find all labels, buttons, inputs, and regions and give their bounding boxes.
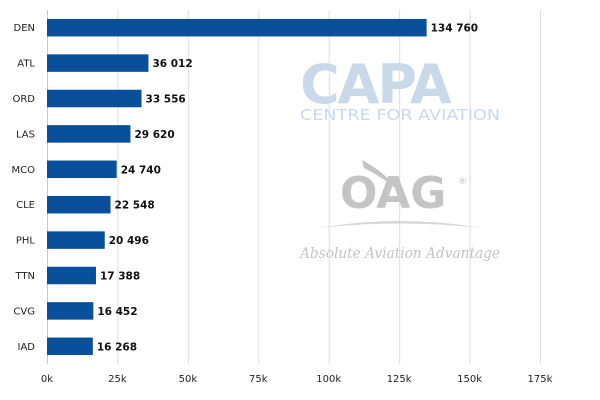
bar-series — [47, 18, 427, 356]
bar — [47, 18, 427, 37]
capa-subtitle-text: CENTRE FOR AVIATION — [300, 106, 500, 124]
bar — [47, 337, 93, 356]
bar — [47, 302, 94, 320]
x-tick-label: 125k — [387, 374, 412, 385]
x-axis: 0k 25k 50k 75k 100k 125k 150k 175k — [41, 374, 553, 385]
capa-watermark: CAPA CENTRE FOR AVIATION — [300, 53, 500, 124]
oag-tagline-text: Absolute Aviation Advantage — [298, 244, 500, 262]
bar — [47, 266, 96, 285]
category-label: MCO — [12, 165, 36, 176]
oag-divider-icon — [318, 221, 482, 228]
bar — [47, 160, 117, 179]
bar-value-label: 20 496 — [109, 235, 149, 247]
category-label: PHL — [16, 236, 36, 247]
x-tick-label: 0k — [41, 374, 53, 385]
x-tick-label: 150k — [457, 374, 482, 385]
category-label: CVG — [13, 306, 35, 317]
bar-value-label: 24 740 — [121, 164, 161, 176]
category-label: ATL — [17, 59, 35, 70]
x-tick-label: 75k — [249, 374, 268, 385]
category-label: LAS — [16, 129, 35, 140]
category-label: TTN — [14, 271, 35, 282]
oag-logo-text: OAG — [340, 168, 446, 219]
category-label: ORD — [12, 94, 35, 105]
category-label: DEN — [14, 23, 36, 34]
x-tick-label: 50k — [179, 374, 198, 385]
x-tick-label: 100k — [316, 374, 341, 385]
bar — [47, 89, 142, 108]
category-labels: DEN ATL ORD LAS MCO CLE PHL TTN CVG IAD — [12, 23, 36, 353]
category-label: IAD — [18, 342, 36, 353]
bar-value-label: 29 620 — [134, 129, 174, 141]
x-tick-label: 25k — [108, 374, 127, 385]
category-label: CLE — [16, 200, 35, 211]
bar-value-label: 134 760 — [431, 23, 479, 35]
capa-logo-text: CAPA — [300, 53, 452, 116]
bar-value-label: 17 388 — [100, 271, 140, 283]
bar-value-label: 16 452 — [97, 306, 137, 318]
bar-value-label: 16 268 — [97, 341, 137, 353]
data-labels: 134 760 36 012 33 556 29 620 24 740 22 548 20 … — [97, 23, 478, 354]
bar — [47, 125, 131, 143]
x-tick-label: 175k — [528, 374, 553, 385]
bar — [47, 54, 149, 72]
oag-registered-mark: ® — [458, 177, 467, 187]
bar — [47, 231, 105, 249]
bar — [47, 195, 111, 214]
oag-watermark: OAG ® Absolute Aviation Advantage — [298, 160, 500, 262]
bar-value-label: 36 012 — [152, 58, 192, 70]
oag-swoosh-icon — [362, 160, 400, 192]
bar-value-label: 33 556 — [146, 94, 186, 106]
bar-value-label: 22 548 — [115, 200, 155, 212]
